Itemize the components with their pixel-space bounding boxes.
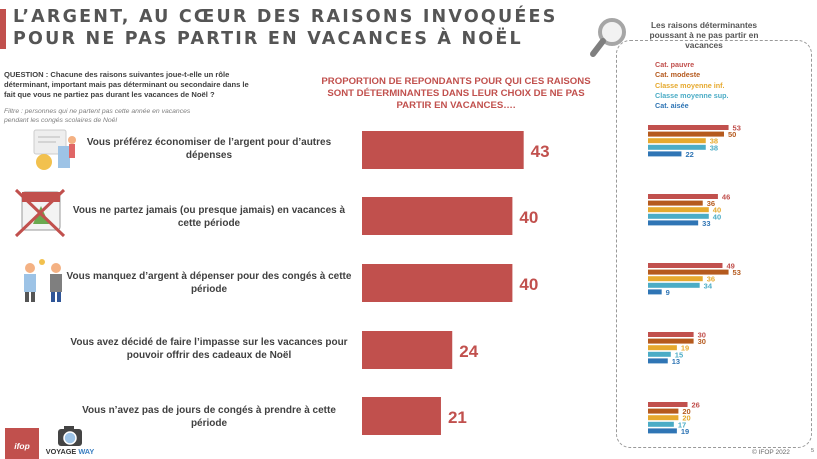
legend-item: Cat. aisée [655, 101, 689, 111]
side-bar-value: 49 [726, 262, 734, 271]
side-bar [648, 200, 703, 206]
magnifier-icon [590, 18, 626, 57]
page-title: L’ARGENT, AU CŒUR DES RAISONS INVOQUÉES … [13, 6, 558, 50]
side-bar-value: 22 [685, 150, 693, 159]
side-bar-value: 17 [678, 420, 686, 429]
savings-illustration-icon [33, 129, 76, 170]
row-label-1: Vous préférez économiser de l’argent pou… [86, 137, 332, 162]
side-bar-value: 53 [733, 124, 741, 133]
side-bar-value: 46 [722, 193, 730, 202]
row-label-3: Vous manquez d’argent à dépenser pour de… [66, 271, 352, 296]
side-bar [648, 428, 677, 434]
side-bar [648, 345, 677, 351]
side-panel-title: Les raisons déterminantes poussant à ne … [649, 20, 759, 51]
side-bar [648, 282, 700, 288]
side-bar [648, 332, 694, 337]
title-accent-bar [0, 9, 6, 49]
side-bar [648, 144, 706, 150]
side-bar-value: 30 [698, 337, 706, 346]
main-bar [362, 397, 441, 435]
side-bar [648, 151, 682, 157]
main-chart-header: PROPORTION DE REPONDANTS POUR QUI CES RA… [321, 76, 591, 111]
side-bar [648, 276, 703, 282]
legend-item: Cat. pauvre [655, 60, 695, 69]
page-number: 5 [811, 448, 815, 454]
row-label-5: Vous n’avez pas de jours de congés à pre… [82, 405, 336, 430]
calendar-crossed-icon [14, 188, 66, 238]
side-bar-value: 38 [710, 137, 718, 146]
legend-item: Classe moyenne inf. [655, 80, 725, 90]
title-line-1: L’ARGENT, AU CŒUR DES RAISONS INVOQUÉES [13, 7, 558, 27]
side-bar-value: 34 [704, 281, 713, 290]
side-bar-value: 40 [713, 212, 721, 221]
legend-item: Cat. modeste [655, 70, 701, 80]
side-bar-value: 9 [666, 288, 670, 297]
side-legend: Cat. pauvre Cat. modeste Classe moyenne … [655, 60, 729, 111]
title-line-2: POUR NE PAS PARTIR EN VACANCES À NOËL [13, 29, 523, 49]
side-bar [648, 402, 688, 407]
side-bar [648, 358, 668, 364]
side-bar [648, 351, 671, 357]
side-bar-value: 30 [698, 331, 706, 340]
legend-item: Classe moyenne sup. [655, 90, 729, 100]
main-bar [362, 131, 524, 169]
side-bar-value: 20 [682, 414, 690, 423]
side-bar-value: 36 [707, 275, 715, 284]
main-bar-value: 24 [459, 342, 478, 361]
main-bar [362, 331, 453, 369]
side-bar [648, 269, 729, 275]
side-bar [648, 213, 709, 219]
side-bar [648, 408, 679, 414]
main-bar-value: 40 [519, 208, 538, 227]
row-label-2: Vous ne partez jamais (ou presque jamais… [72, 205, 346, 230]
side-bar-value: 40 [713, 206, 721, 215]
way-word: WAY [78, 447, 95, 456]
row-label-4: Vous avez décidé de faire l’impasse sur … [70, 337, 348, 362]
side-bar [648, 415, 679, 421]
question-text: QUESTION : Chacune des raisons suivantes… [4, 70, 249, 100]
main-bar-value: 43 [531, 142, 550, 161]
people-money-icon [24, 259, 62, 302]
copyright: © IFOP 2022 [752, 449, 790, 456]
side-bar [648, 131, 724, 137]
side-bar [648, 421, 674, 427]
side-bar-value: 19 [681, 344, 689, 353]
side-bar-value: 50 [728, 130, 736, 139]
side-bar-value: 38 [710, 143, 718, 152]
side-bar [648, 220, 699, 226]
ifop-logo-text: ifop [14, 441, 30, 451]
main-bar [362, 197, 513, 235]
main-bar-value: 40 [519, 275, 538, 294]
side-bar [648, 289, 662, 295]
voyage-way-text: VOYAGE WAY [44, 447, 96, 456]
side-bar [648, 338, 694, 344]
side-bar-value: 36 [707, 199, 715, 208]
side-bar-value: 26 [692, 401, 700, 410]
side-bar-value: 53 [733, 268, 741, 277]
camera-icon [58, 426, 82, 446]
side-bar [648, 194, 718, 199]
side-bar-value: 15 [675, 350, 683, 359]
side-bar [648, 263, 723, 268]
side-bar-value: 19 [681, 427, 689, 436]
side-panel-frame [616, 40, 812, 448]
ifop-logo: ifop [5, 428, 39, 459]
side-bar [648, 138, 706, 144]
voyage-way-logo: VOYAGE WAY [44, 424, 96, 459]
main-bar-value: 21 [448, 408, 467, 427]
side-bar-value: 33 [702, 219, 710, 228]
side-bar [648, 207, 709, 213]
side-bar-value: 20 [682, 407, 690, 416]
side-bar-value: 13 [672, 357, 680, 366]
side-bar [648, 125, 729, 130]
voyage-word: VOYAGE [45, 447, 77, 456]
main-bar [362, 264, 513, 302]
filter-text: Filtre : personnes qui ne partent pas ce… [4, 108, 191, 124]
